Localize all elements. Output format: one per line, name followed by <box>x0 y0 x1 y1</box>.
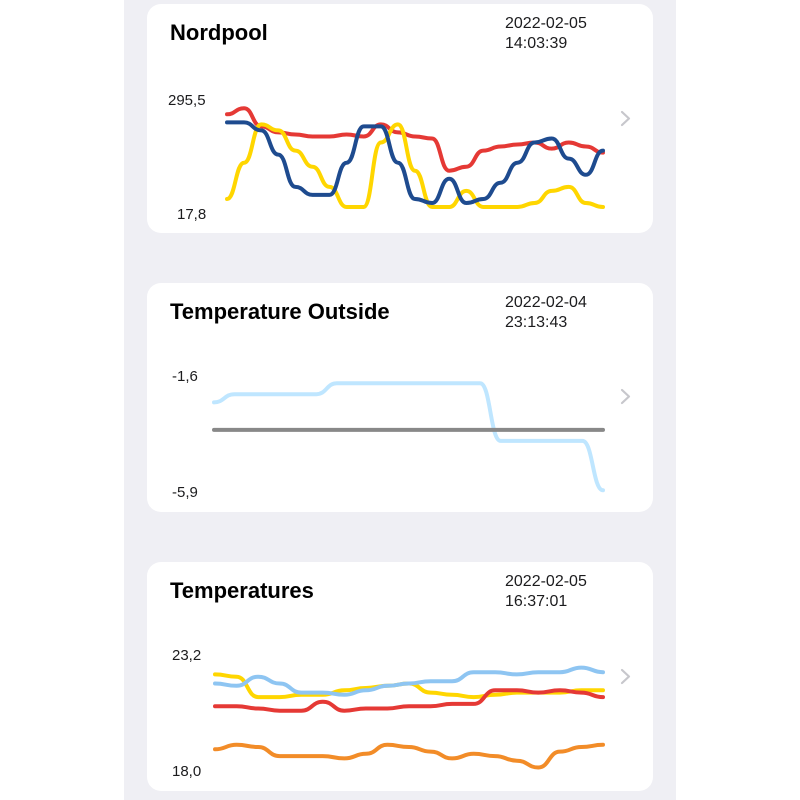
card-timestamp: 2022-02-05 16:37:01 <box>505 572 587 612</box>
timestamp-time: 16:37:01 <box>505 593 568 610</box>
card-title: Temperatures <box>170 578 314 603</box>
timestamp-date: 2022-02-04 <box>505 294 587 311</box>
temperature-outside-chart <box>212 381 605 493</box>
chevron-right-icon[interactable] <box>620 388 631 405</box>
card-title: Temperature Outside <box>170 299 390 324</box>
temperatures-card[interactable]: Temperatures 2022-02-05 16:37:01 23,2 18… <box>147 562 653 791</box>
series-line-2 <box>225 120 605 205</box>
temperature-outside-card[interactable]: Temperature Outside 2022-02-04 23:13:43 … <box>147 283 653 512</box>
y-max-label: -1,6 <box>172 368 198 385</box>
chevron-right-icon[interactable] <box>620 110 631 127</box>
series-line-0 <box>225 106 605 173</box>
y-min-label: -5,9 <box>172 484 198 501</box>
y-min-label: 18,0 <box>172 763 202 780</box>
temperatures-chart <box>213 665 605 770</box>
y-min-label: 17,8 <box>177 206 207 223</box>
timestamp-date: 2022-02-05 <box>505 573 587 590</box>
card-title: Nordpool <box>170 20 268 45</box>
y-max-label: 23,2 <box>172 647 202 664</box>
chevron-right-icon[interactable] <box>620 668 631 685</box>
card-timestamp: 2022-02-04 23:13:43 <box>505 293 587 333</box>
series-line-0 <box>212 381 605 493</box>
timestamp-time: 14:03:39 <box>505 35 568 52</box>
y-max-label: 295,5 <box>168 92 206 109</box>
nordpool-chart <box>225 106 605 209</box>
timestamp-date: 2022-02-05 <box>505 15 587 32</box>
series-line-2 <box>213 688 605 713</box>
card-timestamp: 2022-02-05 14:03:39 <box>505 14 587 54</box>
series-line-1 <box>225 122 605 209</box>
series-line-1 <box>213 665 605 697</box>
series-line-3 <box>213 742 605 770</box>
timestamp-time: 23:13:43 <box>505 314 568 331</box>
nordpool-card[interactable]: Nordpool 2022-02-05 14:03:39 295,5 17,8 <box>147 4 653 233</box>
